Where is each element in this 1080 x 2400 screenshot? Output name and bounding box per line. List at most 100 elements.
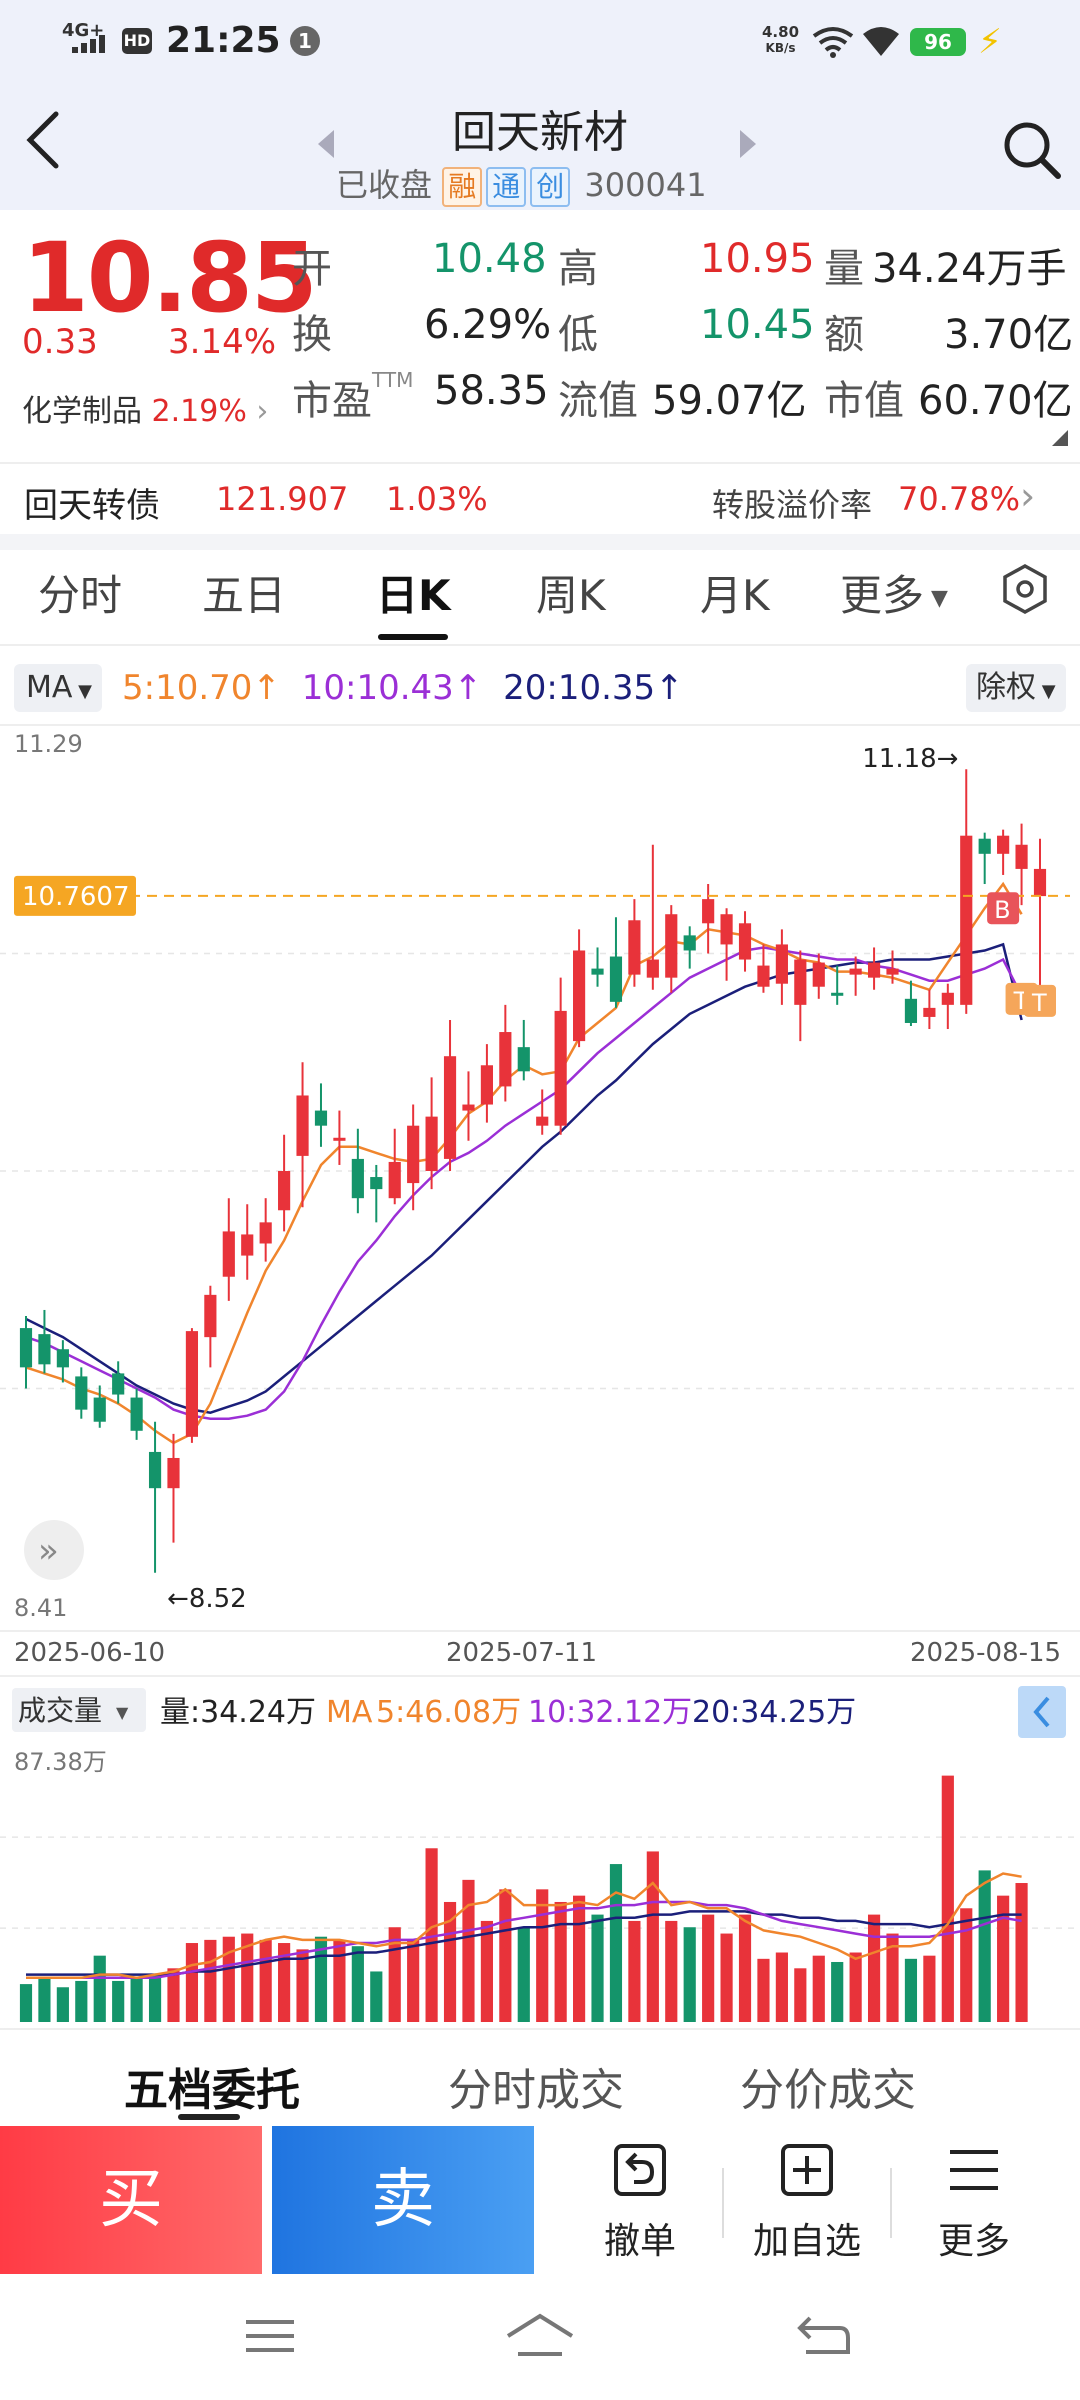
candle-body (517, 1047, 530, 1072)
more-actions-button[interactable]: 更多 (894, 2140, 1054, 2264)
section-gap (0, 534, 1080, 550)
expand-corner-icon[interactable] (1052, 430, 1068, 446)
candle-body (849, 968, 862, 975)
volume-bar (757, 1958, 770, 2022)
volume-bar (554, 1901, 567, 2022)
pe-value: 58.35 (434, 368, 549, 414)
ma10-line (25, 946, 1023, 1420)
volume-bar (849, 1952, 862, 2022)
prev-stock-icon[interactable] (318, 130, 334, 158)
period-tabs: 分时 五日 日K 周K 月K 更多 ▼ (0, 562, 1080, 642)
back-nav-icon[interactable] (796, 2312, 852, 2360)
volume-bar (941, 1775, 954, 2022)
candle-body (554, 1010, 567, 1126)
candle-body (56, 1349, 69, 1368)
volume-bar (75, 1980, 88, 2022)
settings-icon[interactable] (1000, 562, 1050, 616)
next-stock-icon[interactable] (740, 130, 756, 158)
search-icon[interactable] (1000, 118, 1062, 180)
min-price-label: ←8.52 (167, 1584, 247, 1614)
kline-chart[interactable]: 10.7607 11.29 8.41 11.18→ ←8.52 BT T » 20… (0, 726, 1080, 2026)
volume-text: 量:34.24万 (160, 1695, 316, 1730)
date-mid: 2025-07-11 (446, 1638, 597, 1668)
expand-chevrons-icon: » (38, 1531, 59, 1571)
trade-markers: BT T (987, 892, 1056, 1017)
tab-daily-k[interactable]: 日K (376, 571, 451, 620)
buy-button[interactable]: 买 (0, 2126, 262, 2274)
volume-bar (38, 1977, 51, 2022)
active-order-tab-indicator (178, 2114, 240, 2120)
volume-bar (333, 1939, 346, 2022)
vol-ma-prefix: MA (326, 1695, 373, 1730)
sector-link[interactable]: 化学制品 2.19% › (22, 394, 269, 429)
open-value: 10.48 (432, 236, 547, 282)
tab-weekly-k[interactable]: 周K (536, 571, 606, 620)
candle-body (112, 1373, 125, 1395)
volume-bar (462, 1879, 475, 2022)
candle-body (443, 1056, 457, 1159)
volume-indicator-selector[interactable] (12, 1688, 146, 1732)
volume-bar (314, 1936, 328, 2022)
add-watchlist-button[interactable]: 加自选 (727, 2140, 887, 2264)
volume-bar (296, 1949, 309, 2022)
vol-ma5: 5:46.08万 (376, 1695, 521, 1730)
tab-tick-trades[interactable]: 分时成交 (448, 2065, 624, 2116)
mcap-value: 60.70亿 (918, 378, 1073, 424)
tab-monthly-k[interactable]: 月K (700, 571, 770, 620)
net-speed: 4.80 KB/s (762, 23, 800, 55)
volume-bar (93, 1955, 106, 2022)
home-icon[interactable] (504, 2310, 576, 2360)
turnover-value: 6.29% (424, 302, 552, 348)
expand-panel-icon[interactable] (24, 1520, 84, 1580)
volume-bar (628, 1920, 641, 2022)
volume-bar (794, 1968, 807, 2022)
candle-body (702, 899, 715, 924)
status-bar (0, 0, 1080, 80)
indicator-selector[interactable]: MA ▼ (14, 664, 102, 712)
candle-body (683, 935, 696, 951)
orderbook-tabs: 五档委托 分时成交 分价成交 (0, 2028, 1080, 2124)
candle-body (720, 914, 733, 945)
tab-price-trades[interactable]: 分价成交 (740, 2065, 916, 2116)
tab-five-levels[interactable]: 五档委托 (124, 2065, 300, 2116)
tab-five-day[interactable]: 五日 (202, 571, 287, 620)
tab-more[interactable]: 更多 ▼ (840, 571, 948, 620)
vol-ma5-line (26, 1872, 1022, 1980)
low-value: 10.45 (700, 302, 815, 348)
candle-body (609, 956, 623, 1002)
collapse-panel-button[interactable] (1018, 1686, 1066, 1738)
back-icon[interactable] (20, 100, 70, 180)
volume-bar (978, 1870, 991, 2022)
float-label: 流值 (558, 378, 638, 424)
candle-body (480, 1065, 493, 1105)
buy-marker-label: B (994, 896, 1010, 924)
bond-pct: 1.03% (386, 480, 488, 518)
volume-bar (19, 1984, 33, 2022)
vol-ma10: 10:32.12万 (528, 1695, 692, 1730)
volume-bar (683, 1927, 696, 2022)
cancel-order-button[interactable]: 撤单 (560, 2140, 720, 2264)
recent-apps-icon[interactable] (244, 2316, 296, 2356)
tab-intraday[interactable]: 分时 (38, 571, 123, 620)
candle-body (75, 1376, 88, 1410)
volume-bars (19, 1775, 1028, 2022)
adjust-selector[interactable]: 除权 ▼ (966, 664, 1066, 712)
candles (19, 769, 1047, 1573)
amount-label: 额 (824, 312, 864, 358)
volume-axis-max: 87.38万 (14, 1748, 107, 1776)
candle-body (222, 1231, 235, 1277)
stock-subline: 已收盘 融通创 300041 (336, 160, 707, 207)
candle-body (278, 1171, 291, 1211)
candle-body (867, 962, 881, 978)
premium-label: 转股溢价率 (712, 486, 873, 524)
volume-bar (775, 1952, 788, 2022)
candle-body (462, 1104, 475, 1111)
volume-label: 量 (824, 246, 864, 292)
candle-body (591, 968, 604, 975)
candle-body (628, 920, 641, 975)
float-value: 59.07亿 (652, 378, 807, 424)
sell-button[interactable]: 卖 (272, 2126, 534, 2274)
convertible-bond-row[interactable]: 回天转债 121.907 1.03% 转股溢价率 70.78% › (0, 470, 1080, 532)
volume-bar (831, 1961, 844, 2022)
high-label: 高 (558, 246, 598, 292)
